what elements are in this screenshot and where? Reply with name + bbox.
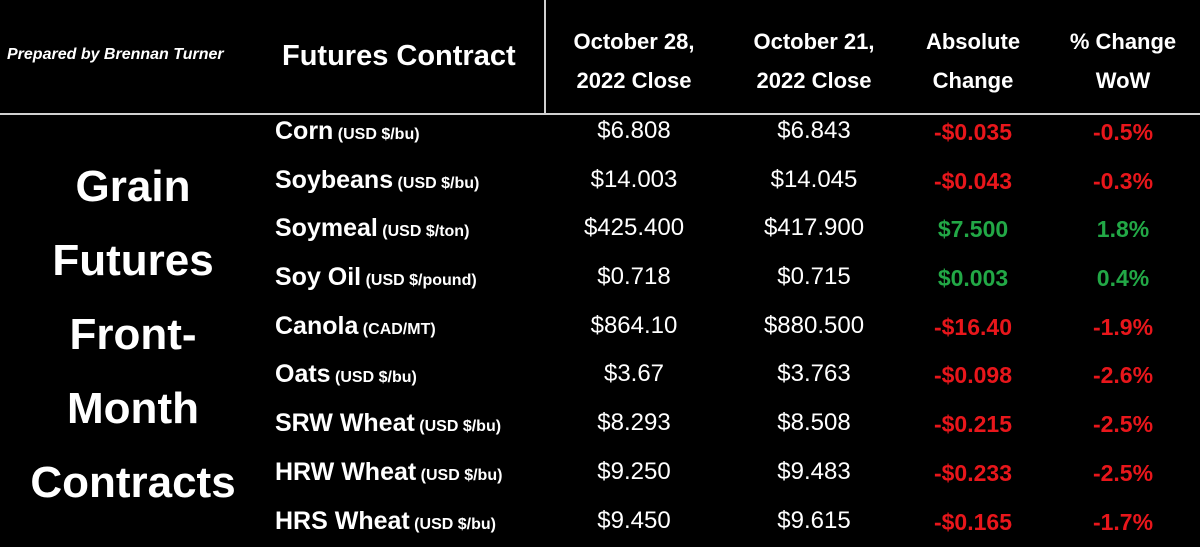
- oct21-close-value: $0.715: [728, 263, 900, 291]
- pct-change-value: 0.4%: [1050, 265, 1196, 292]
- contract-unit: (USD $/bu): [416, 467, 502, 484]
- contract-unit: (USD $/bu): [393, 175, 479, 192]
- pct-change-header: % Change WoW: [1050, 22, 1196, 100]
- contract-unit: (USD $/ton): [378, 223, 470, 240]
- table-row: Oats (USD $/bu) $3.67 $3.763-$0.098-2.6%: [0, 352, 1200, 401]
- absolute-change-header: Absolute Change: [900, 22, 1046, 100]
- oct28-close-value: $425.400: [548, 214, 720, 242]
- oct28-close-value: $864.10: [548, 312, 720, 340]
- contract-unit: (USD $/pound): [361, 272, 477, 289]
- oct21-close-value: $417.900: [728, 214, 900, 242]
- pct-change-value: -2.6%: [1050, 362, 1196, 389]
- futures-contract-header: Futures Contract: [282, 40, 516, 73]
- absolute-change-value: -$0.043: [900, 168, 1046, 195]
- pct-change-value: 1.8%: [1050, 216, 1196, 243]
- absolute-change-value: -$0.165: [900, 509, 1046, 536]
- absolute-change-value: $0.003: [900, 265, 1046, 292]
- table-row: Corn (USD $/bu) $6.808 $6.843-$0.035-0.5%: [0, 109, 1200, 158]
- oct28-close-value: $9.450: [548, 507, 720, 535]
- contract-name: HRS Wheat (USD $/bu): [275, 507, 496, 536]
- pct-change-value: -1.7%: [1050, 509, 1196, 536]
- contract-unit: (USD $/bu): [410, 516, 496, 533]
- oct21-close-value: $8.508: [728, 409, 900, 437]
- oct21-close-value: $880.500: [728, 312, 900, 340]
- table-row: Canola (CAD/MT) $864.10 $880.500-$16.40-1.…: [0, 304, 1200, 353]
- contract-unit: (USD $/bu): [331, 369, 417, 386]
- header-divider-vertical: [544, 0, 546, 115]
- table-row: HRW Wheat (USD $/bu) $9.250 $9.483-$0.233-…: [0, 450, 1200, 499]
- contract-unit: (USD $/bu): [415, 418, 501, 435]
- pct-change-value: -0.3%: [1050, 168, 1196, 195]
- absolute-change-value: -$0.035: [900, 119, 1046, 146]
- contract-name: Soymeal (USD $/ton): [275, 214, 469, 243]
- oct28-close-value: $8.293: [548, 409, 720, 437]
- contract-name: Canola (CAD/MT): [275, 312, 436, 341]
- pct-change-value: -0.5%: [1050, 119, 1196, 146]
- oct28-close-header: October 28, 2022 Close: [548, 22, 720, 100]
- absolute-change-value: -$0.098: [900, 362, 1046, 389]
- oct28-close-value: $0.718: [548, 263, 720, 291]
- table-row: Soybeans (USD $/bu) $14.003 $14.045-$0.043…: [0, 158, 1200, 207]
- table-row: HRS Wheat (USD $/bu) $9.450 $9.615-$0.165-…: [0, 499, 1200, 547]
- contract-name: Oats (USD $/bu): [275, 360, 417, 389]
- oct28-close-value: $3.67: [548, 360, 720, 388]
- absolute-change-value: $7.500: [900, 216, 1046, 243]
- absolute-change-value: -$0.233: [900, 460, 1046, 487]
- oct21-close-value: $9.483: [728, 458, 900, 486]
- futures-table-body: Corn (USD $/bu) $6.808 $6.843-$0.035-0.5% S…: [0, 109, 1200, 547]
- table-row: Soymeal (USD $/ton) $425.400 $417.900$7.50…: [0, 206, 1200, 255]
- pct-change-value: -2.5%: [1050, 460, 1196, 487]
- contract-name: SRW Wheat (USD $/bu): [275, 409, 501, 438]
- oct28-close-value: $14.003: [548, 166, 720, 194]
- contract-name: HRW Wheat (USD $/bu): [275, 458, 502, 487]
- contract-name: Soy Oil (USD $/pound): [275, 263, 477, 292]
- oct21-close-value: $14.045: [728, 166, 900, 194]
- contract-unit: (CAD/MT): [358, 321, 435, 338]
- absolute-change-value: -$0.215: [900, 411, 1046, 438]
- oct21-close-header: October 21, 2022 Close: [728, 22, 900, 100]
- contract-name: Soybeans (USD $/bu): [275, 166, 479, 195]
- table-row: SRW Wheat (USD $/bu) $8.293 $8.508-$0.215-…: [0, 401, 1200, 450]
- contract-unit: (USD $/bu): [333, 126, 419, 143]
- prepared-by-label: Prepared by Brennan Turner: [7, 46, 224, 64]
- oct28-close-value: $6.808: [548, 117, 720, 145]
- oct21-close-value: $3.763: [728, 360, 900, 388]
- oct28-close-value: $9.250: [548, 458, 720, 486]
- oct21-close-value: $9.615: [728, 507, 900, 535]
- pct-change-value: -1.9%: [1050, 314, 1196, 341]
- contract-name: Corn (USD $/bu): [275, 117, 420, 146]
- oct21-close-value: $6.843: [728, 117, 900, 145]
- absolute-change-value: -$16.40: [900, 314, 1046, 341]
- pct-change-value: -2.5%: [1050, 411, 1196, 438]
